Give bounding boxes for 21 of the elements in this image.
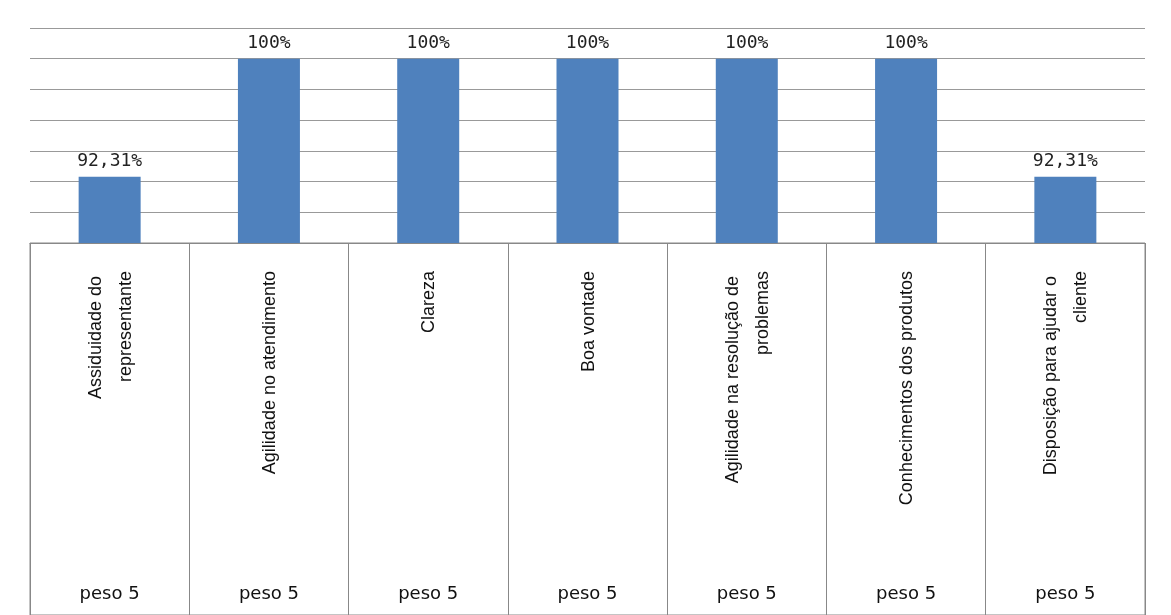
data-label: 100% [565, 31, 610, 53]
text: peso 5 [1035, 581, 1096, 603]
text: peso 5 [238, 581, 299, 603]
data-label: 100% [406, 31, 451, 53]
data-label: 92,31% [1032, 149, 1099, 171]
x-tick-label: Agilidade no atendimento [258, 271, 279, 475]
data-label: 100% [884, 31, 928, 53]
x-tick-label: Agilidade na resolução de problemas [721, 271, 772, 484]
x-tick-label: Assiduidade do representante [84, 271, 135, 400]
x-tick-label: Boa vontade [577, 271, 598, 373]
text: peso 5 [79, 581, 140, 603]
x-tick-label: Disposição para ajudar o cliente [1040, 271, 1091, 476]
text: peso 5 [716, 581, 777, 603]
data-label: 100% [725, 31, 769, 53]
text: peso 5 [876, 581, 937, 603]
data-label: 100% [247, 31, 291, 53]
x-tick-label: Conhecimentos dos produtos [896, 271, 917, 506]
text: peso 5 [557, 581, 618, 603]
text: peso 5 [398, 581, 459, 603]
x-tick-label: Clareza [418, 270, 439, 334]
data-label: 92,31% [77, 149, 143, 171]
